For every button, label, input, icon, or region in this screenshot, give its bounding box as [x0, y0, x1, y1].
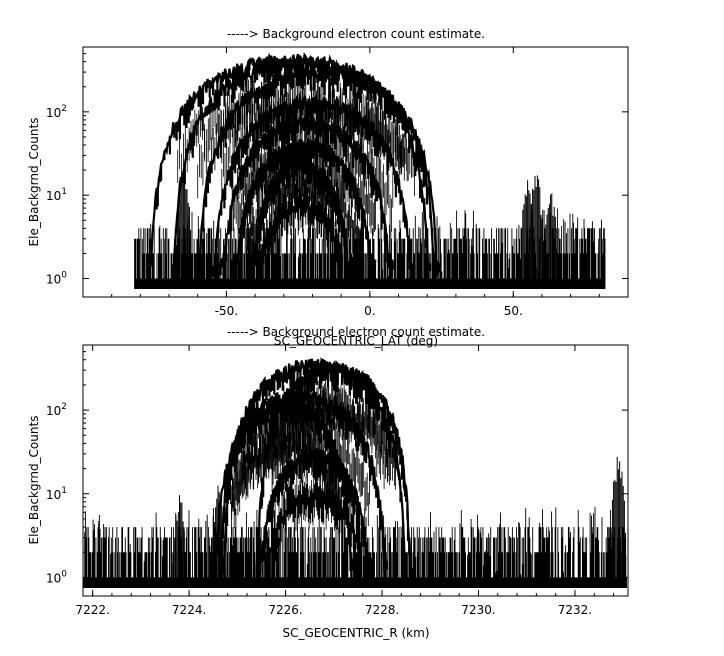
top-plot-area: [134, 52, 606, 289]
spike-mark-0: [171, 495, 188, 588]
y-tick-label: 101: [46, 187, 67, 203]
x-tick-label: 7232.: [558, 603, 592, 617]
peak-arc-series-4: [219, 114, 394, 279]
bottom-plot-frame: [82, 344, 629, 597]
peak-arc-series-4: [255, 448, 374, 587]
y-tick-label: 100: [46, 569, 67, 585]
bottom-plot-area: [83, 357, 627, 588]
x-tick-label: 7224.: [172, 603, 206, 617]
x-tick-label: 7228.: [365, 603, 399, 617]
peak-arc-series-1: [171, 55, 432, 279]
bottom-chart-panel: -----> Background electron count estimat…: [27, 325, 629, 640]
peak-arc-series-3: [211, 93, 414, 284]
top-y-axis-label: Ele_Backgrnd_Counts: [27, 118, 41, 247]
y-tick-label: 100: [46, 271, 67, 287]
spike-mark-2: [528, 175, 544, 289]
x-tick-label: 50.: [504, 304, 523, 318]
y-tick-label: 102: [46, 402, 67, 418]
x-tick-label: -50.: [215, 304, 238, 318]
peak-arc-series-2: [196, 63, 440, 287]
peak-arc-series-5: [231, 137, 377, 287]
x-tick-label: 7222.: [75, 603, 109, 617]
top-chart-title: -----> Background electron count estimat…: [227, 27, 485, 41]
y-tick-label: 101: [46, 486, 67, 502]
x-tick-label: 7230.: [461, 603, 495, 617]
bottom-y-axis-label: Ele_Backgrnd_Counts: [27, 416, 41, 545]
top-axis-ticks: -50. 0. 50. 100 101 102: [46, 46, 629, 318]
peak-arc-series-3: [217, 397, 355, 584]
top-chart-panel: -----> Background electron count estimat…: [27, 27, 629, 348]
spike-mark-2: [610, 456, 627, 588]
bottom-x-axis-label: SC_GEOCENTRIC_R (km): [283, 626, 430, 640]
top-plot-frame: [82, 46, 629, 298]
bottom-chart-title: -----> Background electron count estimat…: [227, 325, 485, 339]
x-tick-label: 0.: [364, 304, 375, 318]
spike-mark-1: [210, 485, 226, 588]
spike-mark-0: [175, 168, 192, 289]
y-tick-label: 102: [46, 104, 67, 120]
peak-fill-series-4: [267, 467, 362, 578]
x-tick-label: 7226.: [268, 603, 302, 617]
spike-mark-3: [542, 193, 559, 289]
peak-arc-series-6: [248, 156, 354, 288]
peak-fill-series-6: [259, 175, 343, 279]
